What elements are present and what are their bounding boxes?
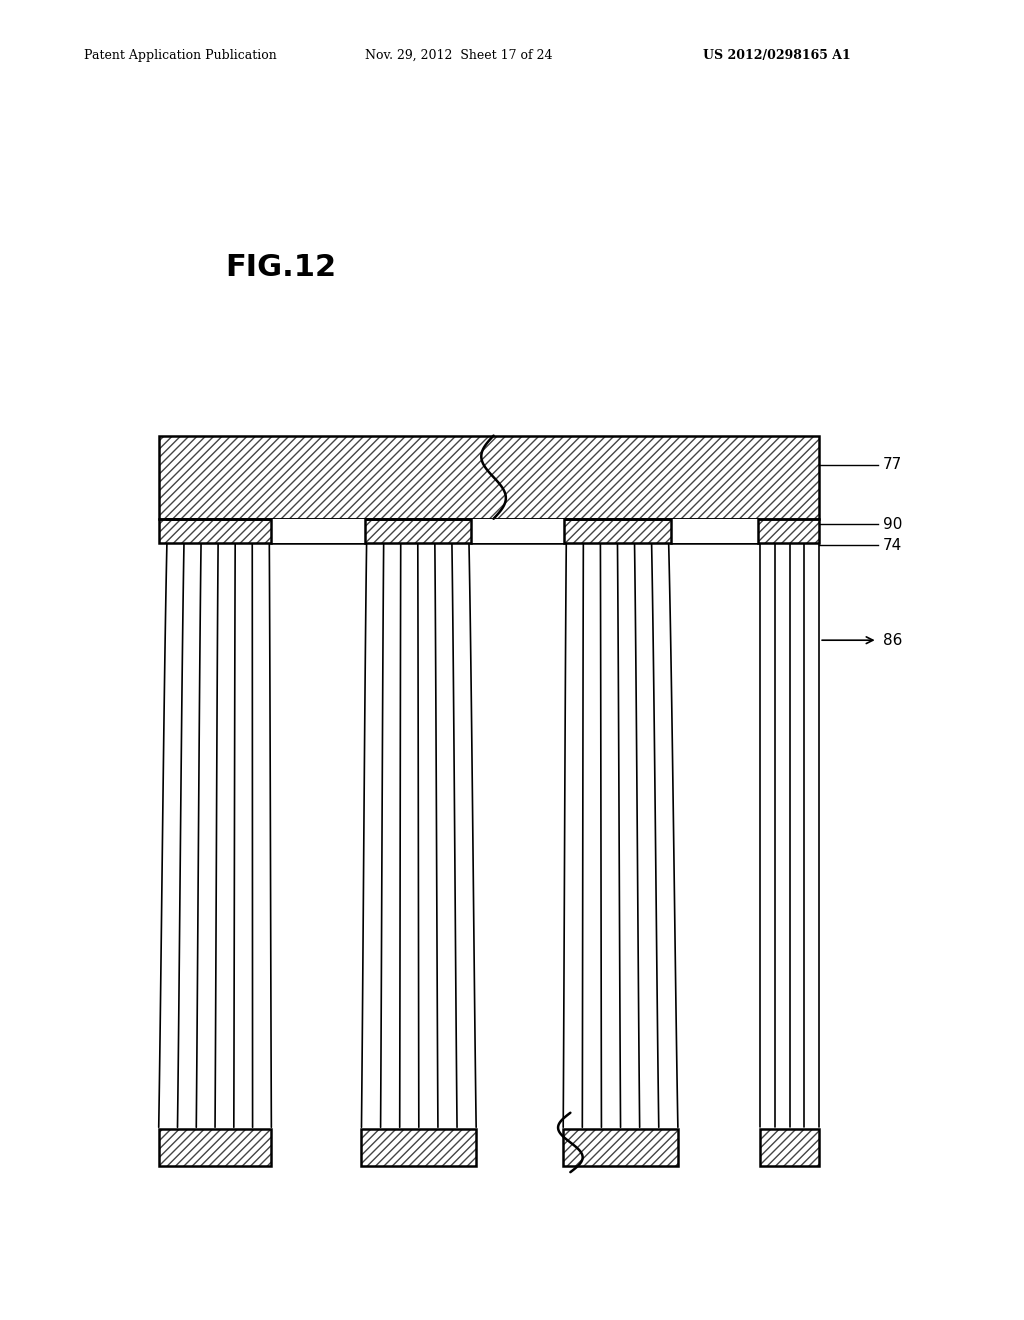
Bar: [563, 1129, 678, 1166]
Text: 77: 77: [883, 457, 902, 473]
Text: Nov. 29, 2012  Sheet 17 of 24: Nov. 29, 2012 Sheet 17 of 24: [365, 49, 552, 62]
Bar: [563, 1129, 678, 1166]
Bar: [671, 519, 758, 543]
Bar: [159, 1129, 271, 1166]
Bar: [471, 519, 564, 543]
Text: US 2012/0298165 A1: US 2012/0298165 A1: [703, 49, 851, 62]
Bar: [760, 1129, 819, 1166]
Text: Patent Application Publication: Patent Application Publication: [84, 49, 276, 62]
Bar: [271, 519, 365, 543]
Text: 74: 74: [883, 537, 902, 553]
Bar: [159, 1129, 271, 1166]
Bar: [159, 519, 819, 543]
Bar: [361, 1129, 476, 1166]
Bar: [159, 436, 819, 519]
Bar: [159, 519, 819, 543]
Bar: [361, 1129, 476, 1166]
Text: 90: 90: [883, 516, 902, 532]
Bar: [361, 1129, 476, 1166]
Bar: [760, 1129, 819, 1166]
Bar: [159, 519, 819, 543]
Bar: [563, 1129, 678, 1166]
Bar: [159, 436, 819, 519]
Bar: [159, 436, 819, 519]
Bar: [159, 1129, 271, 1166]
Bar: [760, 1129, 819, 1166]
Text: 86: 86: [883, 632, 902, 648]
Text: FIG.12: FIG.12: [225, 253, 337, 282]
